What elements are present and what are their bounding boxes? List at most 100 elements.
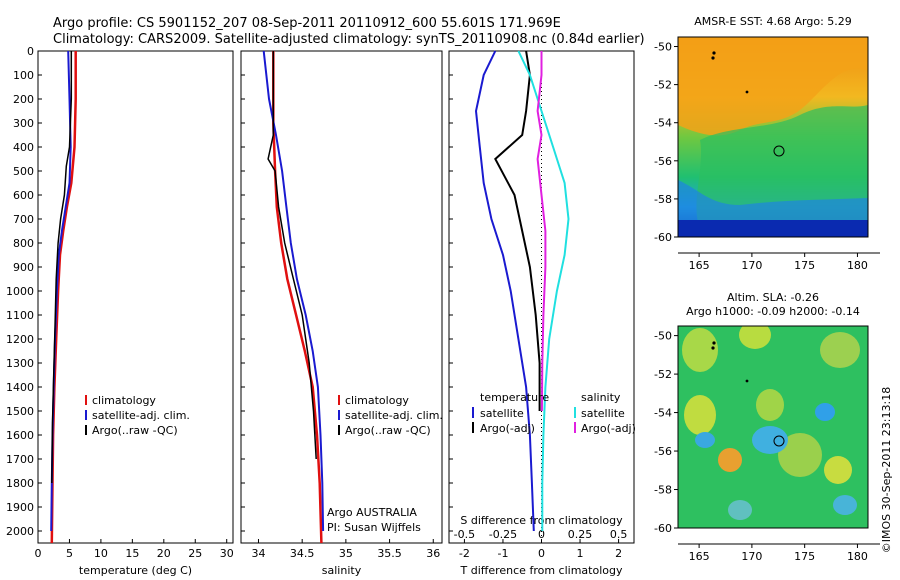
depth-tick-label-16: 1600 (6, 429, 34, 442)
annotation-line-1: Argo AUSTRALIA (327, 506, 417, 519)
salinity-panel: 34 34.5 35 35.5 36 salinity climatology satelli… (240, 50, 443, 577)
difference-panel: -2 -1 0 1 2 T difference from climatology -0.5… (448, 50, 636, 577)
sdiff-tick-label-1: -0.25 (489, 528, 517, 541)
sal-legend-label-2: Argo(..raw -QC) (345, 424, 431, 437)
sst-map: AMSR-E SST: 4.68 Argo: 5.29 165 170 175 180… (654, 15, 880, 272)
sla-xtick-label-3: 180 (847, 550, 868, 563)
sal-axis-xtick-label-0: 34 (251, 547, 265, 560)
temp-axis-xlabel: temperature (deg C) (79, 564, 192, 577)
sal-legend-label-1: satellite-adj. clim. (345, 409, 443, 422)
sla-track-dot-1 (711, 346, 715, 350)
temp-argo-line (51, 51, 73, 484)
depth-tick-label-9: 900 (13, 261, 34, 274)
temp-panel-frame (37, 50, 234, 544)
sla-peak-1 (718, 448, 742, 472)
annotation-line-2: PI: Susan Wijffels (327, 521, 421, 534)
temp-legend-label-2: Argo(..raw -QC) (92, 424, 178, 437)
header-line-2: Climatology: CARS2009. Satellite-adjuste… (53, 32, 645, 47)
sla-ytick-label-2: -54 (654, 407, 672, 420)
sdiff-tick-label-2: 0 (538, 528, 545, 541)
diff-legend-temp-head: temperature (480, 391, 549, 404)
sst-warm-region (678, 37, 868, 136)
depth-tick-label-6: 600 (13, 189, 34, 202)
depth-tick-label-0: 0 (27, 45, 34, 58)
sla-xtick-label-1: 170 (741, 550, 762, 563)
sla-ytick-label-3: -56 (654, 445, 672, 458)
sla-low-2 (815, 403, 835, 421)
sst-ytick-label-1: -52 (654, 79, 672, 92)
sla-high-6 (778, 433, 822, 477)
sla-high-4 (684, 395, 716, 435)
sal-axis-xtick-label-3: 35.5 (377, 547, 402, 560)
sst-frame (677, 36, 869, 238)
sst-map-title: AMSR-E SST: 4.68 Argo: 5.29 (694, 15, 852, 28)
sal-panel-frame (240, 50, 443, 544)
sst-xtick-label-3: 180 (847, 259, 868, 272)
diff-legend-temp-label-1: Argo(-adj) (480, 422, 535, 435)
diff-line-0 (474, 50, 535, 532)
temp-legend-label-0: climatology (92, 394, 156, 407)
sla-low-1 (752, 426, 788, 454)
sla-ytick-label-0: -50 (654, 330, 672, 343)
sst-cold-band (678, 220, 868, 237)
depth-tick-label-7: 700 (13, 213, 34, 226)
temp-axis-xtick-label-4: 20 (157, 547, 171, 560)
temp-axis-xtick-label-3: 15 (125, 547, 139, 560)
sst-track-dot-2 (712, 51, 716, 55)
diff-legend-sal-label-0: satellite (581, 407, 625, 420)
sla-xtick-label-2: 175 (794, 550, 815, 563)
temperature-panel: 0100200300400500600700800900100011001200… (6, 45, 234, 577)
sst-xtick-label-0: 165 (689, 259, 710, 272)
depth-tick-label-10: 1000 (6, 285, 34, 298)
sal-axis-xtick-label-1: 34.5 (290, 547, 315, 560)
diff-legend-temp-label-0: satellite (480, 407, 524, 420)
sla-high-3 (820, 332, 860, 368)
sal-axis-xlabel: salinity (322, 564, 362, 577)
diff-legend-sal-label-1: Argo(-adj) (581, 422, 636, 435)
depth-tick-label-17: 1700 (6, 453, 34, 466)
sla-ytick-label-1: -52 (654, 368, 672, 381)
sla-frame (677, 325, 869, 529)
sst-ytick-label-0: -50 (654, 41, 672, 54)
sst-ytick-label-4: -58 (654, 193, 672, 206)
sla-map-title-1: Altim. SLA: -0.26 (727, 291, 819, 304)
diff-legend-sal-head: salinity (581, 391, 621, 404)
depth-tick-label-20: 2000 (6, 525, 34, 538)
sal-argo-line (267, 51, 317, 460)
diff-line-2 (517, 50, 570, 531)
sla-axes: 165 170 175 180 -50 -52 -54 -56 -58 -60 (654, 330, 880, 563)
depth-tick-label-2: 200 (13, 93, 34, 106)
sal-satellite-line (262, 50, 325, 532)
sla-high-5 (756, 389, 784, 421)
temp-legend-label-1: satellite-adj. clim. (92, 409, 190, 422)
sla-low-5 (728, 500, 752, 520)
sla-xtick-label-0: 165 (689, 550, 710, 563)
depth-tick-label-14: 1400 (6, 381, 34, 394)
diff-line-1 (494, 50, 541, 411)
sdiff-tick-label-3: 0.25 (568, 528, 593, 541)
temp-axis-xtick-label-6: 30 (220, 547, 234, 560)
sst-xtick-label-2: 175 (794, 259, 815, 272)
depth-tick-label-5: 500 (13, 165, 34, 178)
sst-ytick-label-5: -60 (654, 231, 672, 244)
sst-xtick-label-1: 170 (741, 259, 762, 272)
sst-track-dot-3 (745, 90, 749, 94)
sla-track-dot-3 (745, 379, 749, 383)
footer-credit: ©IMOS 30-Sep-2011 23:13:18 (880, 387, 893, 553)
sla-map: Altim. SLA: -0.26 Argo h1000: -0.09 h200… (654, 291, 880, 563)
sla-map-title-2: Argo h1000: -0.09 h2000: -0.14 (686, 305, 860, 318)
depth-tick-label-15: 1500 (6, 405, 34, 418)
diff-axis-xlabel: T difference from climatology (460, 564, 623, 577)
sal-legend-label-0: climatology (345, 394, 409, 407)
temp-axis-xtick-label-1: 5 (66, 547, 73, 560)
sla-low-3 (695, 432, 715, 448)
sst-track-dot-1 (711, 56, 715, 60)
depth-tick-label-11: 1100 (6, 309, 34, 322)
sal-axis-xtick-label-4: 36 (426, 547, 440, 560)
depth-tick-label-1: 100 (13, 69, 34, 82)
sst-green-region (696, 105, 868, 230)
sdiff-tick-label-4: 0.5 (610, 528, 628, 541)
depth-tick-label-13: 1300 (6, 357, 34, 370)
sdiff-tick-label-0: -0.5 (454, 528, 475, 541)
diff-axis-xtick-label-2: 0 (538, 547, 545, 560)
